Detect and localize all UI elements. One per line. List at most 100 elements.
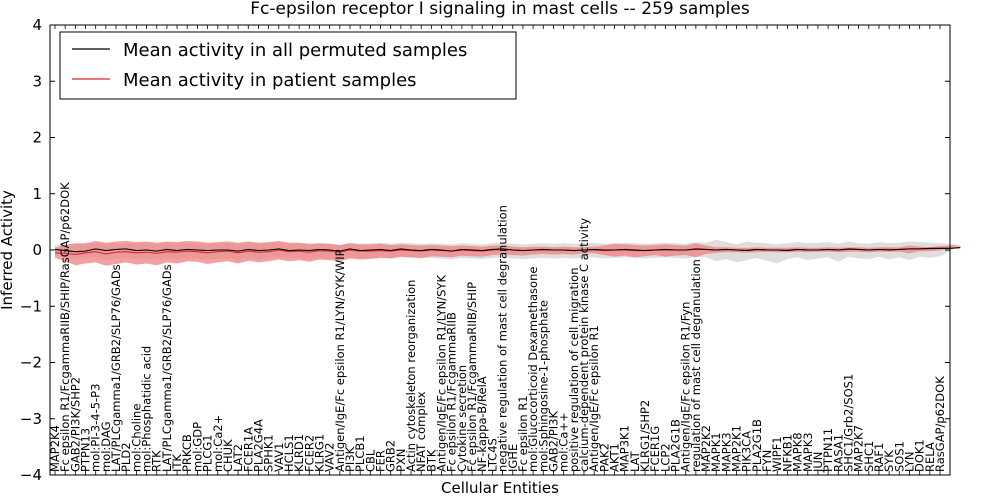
chart-title: Fc-epsilon receptor I signaling in mast … [250,0,750,19]
x-tick-label: RELA [923,442,937,472]
x-tick-label: calcium-dependent protein kinase C activ… [577,218,591,472]
y-axis: −4 −3 −2 −1 0 1 2 3 4 [20,16,950,484]
x-tick-label: VAV1 [272,443,286,472]
x-tick-label: PXN [394,449,408,472]
x-tick-label: FCER2 [302,435,316,472]
x-tick-label: MAP3K1 [618,425,632,472]
x-tick-label: PTPN13 [79,428,93,472]
x-tick-label: mol:Ca++ [557,412,571,472]
x-tick-label: SHC1/Grb2/SOS1 [841,374,855,472]
x-tick-label: FCER1A [241,427,255,472]
x-tick-label: mol:Choline [129,404,143,472]
x-tick-label: PLA2G1B [669,419,683,472]
x-tick-label: LAT [628,450,642,472]
x-tick-label: MAP2K4 [48,425,62,472]
x-tick-label: SOS1 [892,441,906,472]
x-tick-label: PIK3CA [740,431,754,472]
x-tick-label: mol:PI-3-4-5-P3 [89,384,103,472]
x-tick-label: FER [374,450,388,472]
x-tick-label: PLD2 [119,442,133,472]
x-tick-label: mol:Phosphatidic acid [140,346,154,472]
x-tick-label: Fc epsilon R1/FcgammaRIIB [445,312,459,472]
x-tick-label: WIPF1 [770,436,784,472]
x-tick-label: DOK1 [913,439,927,472]
x-tick-label: KLRG1 [312,434,326,472]
x-tick-label: MAP2K1 [730,425,744,472]
x-tick-label: IGHE [506,444,520,472]
x-tick-label: NFAT complex [414,391,428,472]
x-tick-label: PRKCB [180,434,194,472]
x-tick-label: PLCG1 [201,434,215,472]
y-tick-label: −1 [20,297,42,315]
x-tick-label: SPHK1 [262,434,276,472]
x-tick-label: NF-kappa-B/RelA [475,376,489,472]
y-tick-label: 1 [32,185,42,203]
x-tick-label: KLRD1 [292,434,306,472]
x-tick-label: NFKB1 [780,434,794,472]
x-tick-label: MAP2K7 [852,425,866,472]
x-tick-label: Antigen/IgE/Fc epsilon R1/Fyn [679,302,693,472]
x-tick-label: MAPK1 [709,432,723,472]
x-tick-label: ITK [170,454,184,472]
x-tick-label: FCER1G [648,426,662,472]
x-tick-label: LYN [902,451,916,472]
x-tick-label: VAV2 [323,443,337,472]
x-tick-label: Antigen/IgE/Fc epsilon R1 [587,325,601,472]
x-tick-label: mol:Glucocorticoid Dexamethasone [526,267,540,472]
legend-label-patient: Mean activity in patient samples [123,70,417,91]
legend-label-permuted: Mean activity in all permuted samples [123,40,467,61]
patient-confidence-band [55,241,961,266]
x-tick-label: Fc epsilon R1/FcgammaRIIB/SHIP/RasGAP/p6… [58,182,72,472]
x-tick-label: JUN [811,452,825,473]
x-tick-label: negative regulation of mast cell degranu… [496,205,510,472]
x-tick-label: Fc epsilon R1/FcgammaRIIB/SHIP [465,282,479,472]
x-tick-label: SYK [882,450,896,472]
x-tick-label: Fc epsilon R1 [516,395,530,472]
x-tick-label: mol:Ca2+ [211,415,225,472]
y-tick-label: 3 [32,72,42,90]
x-tick-label: KLRG1/SHP2 [638,400,652,472]
x-tick-label: RASA1 [831,434,845,472]
y-axis-label: Inferred Activity [0,190,16,310]
x-tick-label: MAPK8 [791,432,805,472]
x-tick-label: GRB2 [384,440,398,472]
x-tick-label: SHC1 [862,441,876,472]
plot-area [54,239,961,266]
x-tick-label: CHUK [221,439,235,472]
y-tick-label: −3 [20,410,42,428]
permuted-mean-line [54,247,961,253]
x-tick-label: PTPN11 [821,428,835,472]
x-axis-label: Cellular Entities [441,479,559,497]
y-tick-label: 2 [32,129,42,147]
x-tick-label: Antigen/IgE/Fc epsilon R1/LYN/SYK [435,275,449,472]
x-tick-label: LAT/PLCgamma1/GRB2/SLP76/GADs [109,264,123,472]
y-tick-label: 0 [32,241,42,259]
legend-box [59,31,517,100]
x-tick-label: PLA2G4A [251,419,265,472]
x-tick-label: AKT1 [607,443,621,472]
x-tick-label: HCLS1 [282,434,296,472]
x-tick-label: FYN [760,450,774,472]
x-tick-label: mol:GDP [190,422,204,472]
x-tick-label: regulation of mast cell degranulation [689,259,703,472]
x-tick-label: GAB2/PI3K [546,410,560,472]
x-tick-label: MAP2K2 [699,425,713,472]
x-tick-label: PLA2G1B [750,419,764,472]
x-tick-label: LTC4S [485,438,499,472]
x-tick-label: LCP2 [658,443,672,472]
x-tick-label: PAK2 [597,443,611,472]
x-tick-label: positive regulation of cell migration [567,267,581,472]
x-tick-label: LAT/PLCgamma1/GRB2/SLP76/GADs [160,264,174,472]
x-tick-label: PLCB1 [353,435,367,472]
x-tick-label: RTK [150,450,164,472]
y-tick-label: −2 [20,354,42,372]
x-tick-label: LAT2 [231,444,245,472]
x-tick-label: RasGAP/p62DOK [933,376,947,472]
x-tick-label: Cytokine secretion [455,365,469,472]
legend: Mean activity in all permuted samples Me… [59,31,517,100]
x-tick-label: BTK [424,449,438,472]
y-tick-label: 4 [32,16,42,34]
x-tick-label: CBL [363,449,377,472]
